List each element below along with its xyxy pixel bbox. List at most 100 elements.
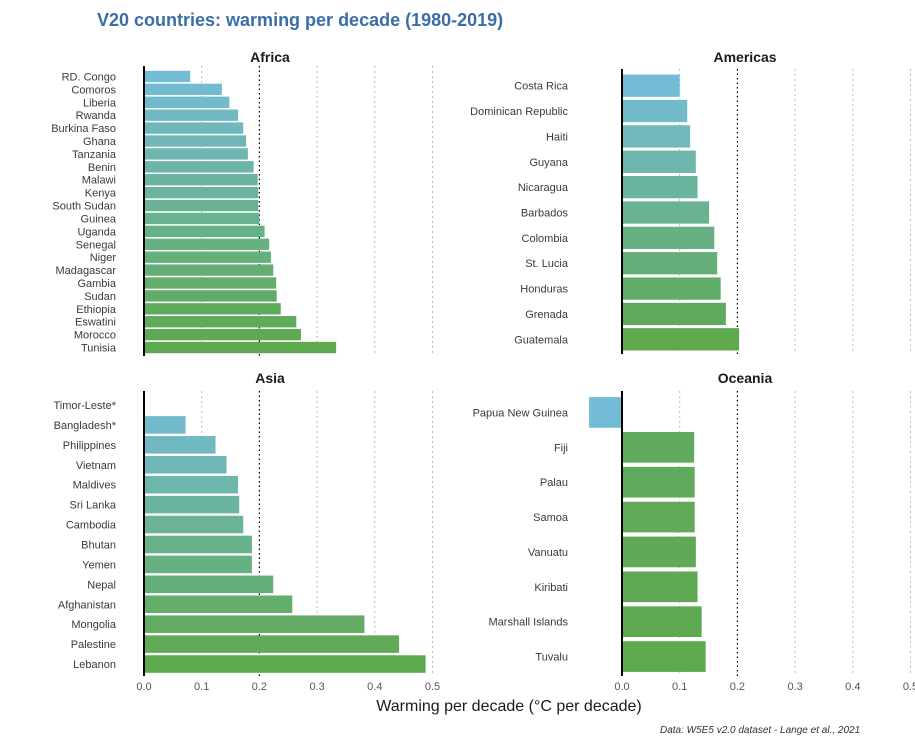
x-tick-label: 0.4 bbox=[845, 681, 860, 693]
x-tick-label: 0.2 bbox=[730, 681, 745, 693]
category-label: Malawi bbox=[82, 175, 116, 187]
panel-americas: Americas Costa Rica Dominican Republic Hait… bbox=[470, 49, 911, 354]
panels: Africa RD. CongoComorosLiberiaRwandaBurki… bbox=[51, 49, 915, 693]
bar bbox=[144, 212, 260, 225]
bar bbox=[144, 475, 239, 494]
category-label: Eswatini bbox=[75, 317, 116, 329]
category-label: Lebanon bbox=[73, 659, 116, 671]
bar bbox=[144, 290, 277, 302]
category-label: Haiti bbox=[546, 131, 568, 143]
bar bbox=[144, 615, 365, 633]
panel-asia: Asia Timor-Leste* Bangladesh* Philippines Vi… bbox=[53, 370, 440, 693]
category-label: Madagascar bbox=[55, 265, 116, 277]
bar bbox=[144, 122, 244, 134]
x-tick-label: 0.5 bbox=[903, 681, 915, 693]
panel-africa: Africa RD. CongoComorosLiberiaRwandaBurki… bbox=[51, 49, 433, 356]
category-label: Bangladesh* bbox=[54, 420, 117, 432]
category-label: Samoa bbox=[533, 512, 569, 524]
x-tick-label: 0.1 bbox=[194, 681, 209, 693]
panel-oceania: Oceania Papua New Guinea Fiji Palau Samoa Van… bbox=[473, 370, 915, 693]
category-label: Tuvalu bbox=[535, 652, 568, 664]
x-tick-label: 0.1 bbox=[672, 681, 687, 693]
category-label: Ghana bbox=[83, 136, 117, 148]
bar bbox=[144, 186, 259, 199]
category-label: Fiji bbox=[554, 442, 568, 454]
bar bbox=[144, 595, 293, 614]
bar bbox=[144, 535, 252, 554]
x-tick-label: 0.0 bbox=[136, 681, 151, 693]
category-label: Colombia bbox=[522, 233, 569, 245]
bar bbox=[144, 436, 216, 454]
category-label: Cambodia bbox=[66, 520, 117, 532]
x-tick-label: 0.3 bbox=[309, 681, 324, 693]
bar bbox=[144, 264, 274, 276]
category-label: Bhutan bbox=[81, 539, 116, 551]
bar bbox=[144, 199, 259, 212]
bar bbox=[622, 641, 706, 672]
category-label: Tunisia bbox=[81, 343, 117, 355]
bar bbox=[622, 302, 726, 326]
panel-title: Asia bbox=[255, 370, 285, 386]
category-label: South Sudan bbox=[52, 201, 116, 213]
bar bbox=[144, 225, 265, 238]
bar bbox=[144, 135, 247, 147]
bar bbox=[144, 316, 297, 328]
bar bbox=[622, 277, 721, 300]
category-label: Ethiopia bbox=[76, 304, 117, 316]
bar bbox=[144, 635, 400, 653]
bar bbox=[622, 125, 691, 148]
category-label: Honduras bbox=[520, 284, 568, 296]
bar bbox=[589, 397, 622, 428]
category-label: Grenada bbox=[525, 309, 569, 321]
bar bbox=[144, 277, 277, 289]
bar bbox=[144, 251, 271, 263]
category-label: Sudan bbox=[84, 291, 116, 303]
x-tick-label: 0.3 bbox=[787, 681, 802, 693]
category-label: Palestine bbox=[71, 639, 116, 651]
bar bbox=[622, 74, 680, 97]
bar bbox=[622, 571, 698, 603]
category-label: Morocco bbox=[74, 330, 116, 342]
category-label: Dominican Republic bbox=[470, 106, 568, 118]
bar bbox=[144, 575, 274, 594]
category-label: Barbados bbox=[521, 208, 569, 220]
category-label: Tanzania bbox=[72, 149, 117, 161]
category-label: Palau bbox=[540, 477, 568, 489]
bar bbox=[144, 555, 252, 574]
bar bbox=[144, 416, 186, 434]
category-label: Rwanda bbox=[76, 110, 117, 122]
category-label: Guatemala bbox=[514, 334, 569, 346]
bar bbox=[144, 174, 258, 186]
category-label: Kenya bbox=[85, 188, 117, 200]
category-label: Guyana bbox=[529, 157, 568, 169]
bar bbox=[144, 83, 222, 96]
bar bbox=[144, 515, 244, 534]
category-label: Papua New Guinea bbox=[473, 407, 569, 419]
bar bbox=[144, 303, 281, 315]
category-label: Costa Rica bbox=[514, 81, 569, 93]
category-label: Mongolia bbox=[71, 619, 117, 631]
category-label: Vanuatu bbox=[528, 547, 568, 559]
data-source-caption: Data: W5E5 v2.0 dataset - Lange et al., … bbox=[660, 725, 860, 736]
category-label: Timor-Leste* bbox=[53, 400, 116, 412]
category-label: Maldives bbox=[73, 480, 117, 492]
bar bbox=[622, 606, 702, 638]
bar bbox=[144, 455, 227, 474]
category-label: Philippines bbox=[63, 440, 117, 452]
category-label: Sri Lanka bbox=[70, 500, 117, 512]
category-label: Nicaragua bbox=[518, 182, 569, 194]
bar bbox=[144, 161, 254, 173]
bar bbox=[622, 501, 695, 533]
category-label: St. Lucia bbox=[525, 258, 569, 270]
panel-title: Africa bbox=[250, 49, 290, 65]
category-label: Guinea bbox=[81, 213, 117, 225]
bar bbox=[622, 99, 688, 123]
x-tick-label: 0.4 bbox=[367, 681, 382, 693]
category-label: Liberia bbox=[83, 97, 117, 109]
x-tick-label: 0.2 bbox=[252, 681, 267, 693]
category-label: Senegal bbox=[76, 239, 116, 251]
bar bbox=[622, 150, 696, 173]
chart-title: V20 countries: warming per decade (1980-… bbox=[97, 10, 503, 30]
bar bbox=[144, 148, 248, 160]
